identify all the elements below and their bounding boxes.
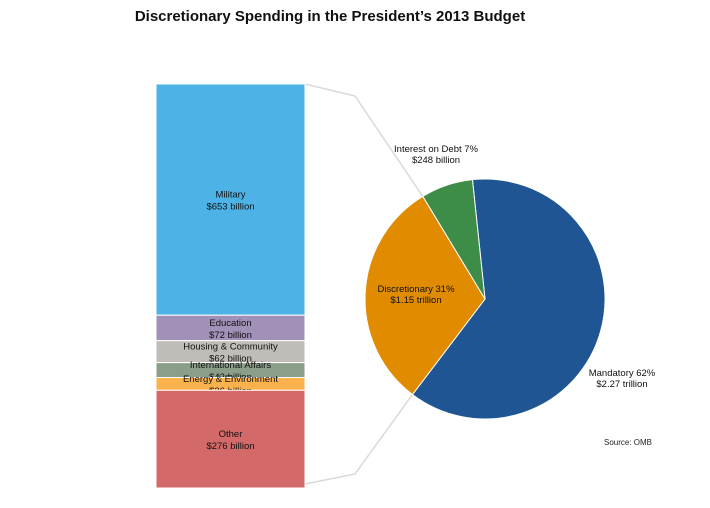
bar-amount-other: $276 billion xyxy=(206,441,254,452)
bar-amount-education: $72 billion xyxy=(209,330,252,341)
pie-slice-mandatory xyxy=(411,178,606,420)
pie-chart: Mandatory 62%$2.27 trillion Discretionary… xyxy=(364,144,656,420)
connector-line-top xyxy=(304,83,424,197)
pie-amount-mandatory: $2.27 trillion xyxy=(596,379,647,390)
connector-lines xyxy=(304,83,424,485)
bar-segment-other xyxy=(155,389,306,489)
bar-label-military: Military xyxy=(215,190,245,201)
pie-label-interest-on-debt: Interest on Debt 7% xyxy=(394,144,479,155)
connector-line-bottom xyxy=(304,394,414,485)
bar-label-energy-environment: Energy & Environment xyxy=(183,374,278,385)
bar-label-housing-community: Housing & Community xyxy=(183,342,278,353)
pie-amount-interest-on-debt: $248 billion xyxy=(412,155,460,166)
pie-label-discretionary: Discretionary 31% xyxy=(377,284,455,295)
bar-label-international-affairs: International Affairs xyxy=(190,360,271,371)
chart-title: Discretionary Spending in the President’… xyxy=(134,8,526,25)
bar-label-education: Education xyxy=(209,318,251,329)
bar-segment-military xyxy=(155,83,306,316)
pie-amount-discretionary: $1.15 trillion xyxy=(390,295,441,306)
pie-label-mandatory: Mandatory 62% xyxy=(589,368,656,379)
bar-amount-military: $653 billion xyxy=(206,202,254,213)
source-note: Source: OMB xyxy=(604,438,653,447)
bar-amount-housing-community: $62 billion xyxy=(209,354,252,365)
pie-slice-discretionary xyxy=(364,195,486,396)
pie-slice-interest-on-debt xyxy=(422,179,486,300)
bar-label-other: Other xyxy=(219,429,243,440)
breakdown-bar: Military$653 billion Education$72 billion… xyxy=(155,83,306,489)
bar-segment-education xyxy=(155,314,306,342)
